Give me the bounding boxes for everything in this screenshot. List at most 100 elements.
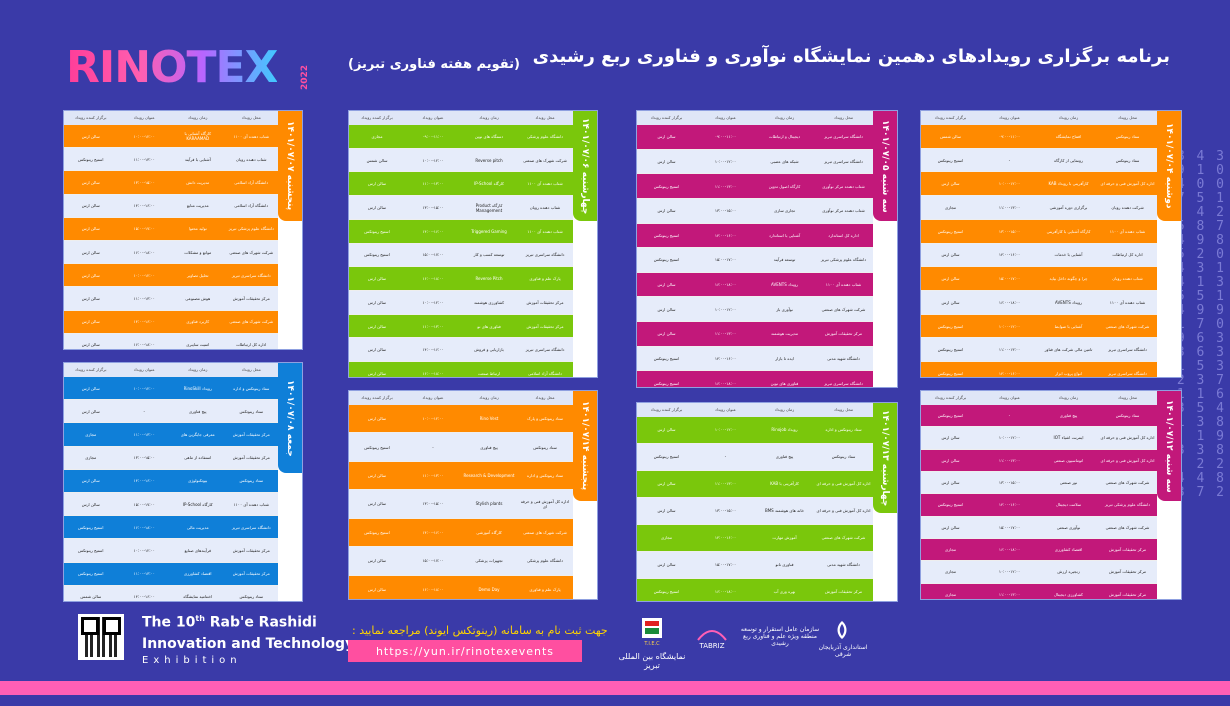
event-cell: ۱۰:۰۰-۱۲:۰۰ [998, 569, 1021, 575]
event-cell: شرکت شهرک های صنعتی [1105, 323, 1150, 329]
column-header: زمان رویداد [774, 115, 795, 120]
event-cell: مدیریت مالی [186, 524, 209, 530]
event-row: استیج رینوتکس ۱۴:۰۰-۱۶:۰۰ سلامت دیجیتال دان… [921, 494, 1157, 517]
event-cell: سالن ارس [367, 371, 387, 377]
day-tab: پنجشنبه ۱۴۰۱/۰۷/۱۴ [573, 391, 597, 501]
event-cell: سالن ارس [367, 299, 387, 305]
event-cell: فناوری نانو [775, 562, 794, 568]
event-cell: ۱۰:۰۰-۱۲:۰۰ [998, 323, 1021, 329]
event-row: استیج رینوتکس ۱۱:۰۰-۱۳:۰۰ کارگاه اصول تدوی… [637, 174, 873, 199]
tabriz-partner: سازمان عامل استقرار و توسعه منطقه ویژه ع… [740, 626, 820, 647]
event-cell: توسعه فرآیند [773, 257, 796, 263]
event-cell: مجازی [945, 591, 957, 597]
event-cell: ۱۰:۰۰-۱۲:۰۰ [133, 385, 155, 391]
event-cell: سالن ارس [81, 385, 100, 391]
event-cell: دانشگاه سراسری تبریز [525, 347, 565, 353]
event-cell: دانشگاه آزاد اسلامی [528, 371, 562, 377]
event-cell: کارگاه IP-School [474, 181, 504, 187]
event-cell: کارآفرینی با رویداد KAB [1048, 181, 1089, 187]
event-rows: سالن ارس ۱۰:۰۰-۱۲:۰۰ کارگاه آشنایی با KARA… [64, 125, 278, 349]
event-cell: تولید محتوا [188, 226, 207, 232]
event-cell: ۱۵:۰۰-۱۷:۰۰ [133, 226, 155, 232]
event-cell: شتاب دهنده آی ۱۱۰۰ [527, 228, 563, 234]
event-cell: سالن ارس [941, 480, 960, 486]
event-cell: امنیت سایبری [186, 342, 210, 348]
column-header: برگزار کننده رویداد [934, 115, 967, 120]
event-cell: مرکز تحقیقات آموزش [526, 299, 564, 305]
column-header: برگزار کننده رویداد [650, 407, 683, 412]
event-cell: دانشگاه علوم پزشکی [526, 133, 564, 139]
event-cell: سالن ارس [941, 276, 960, 282]
event-rows: استیج رینوتکس - پیچ فناوری ستاد رینوتکس سالن… [921, 405, 1157, 599]
event-cell: مرکز تحقیقات آموزش [824, 331, 863, 337]
event-cell: استیج رینوتکس [78, 524, 104, 530]
event-row: سالن ارس ۱۴:۰۰-۱۶:۰۰ بازاریابی و فروش دانشگ… [349, 338, 573, 363]
event-cell: اقتصاد کشاورزی [183, 571, 212, 577]
column-header: محل رویداد [241, 115, 261, 120]
event-cell: پیچ فناوری [775, 454, 794, 460]
event-row: سالن ارس ۱۶:۰۰-۱۸:۰۰ امنیت سایبری اداره کل … [64, 333, 278, 349]
event-cell: سالن ارس [367, 181, 387, 187]
event-cell: شتاب دهنده مرکز نوآوری [822, 183, 865, 189]
event-cell: سلامت دیجیتال [1055, 502, 1082, 508]
event-cell: ۱۴:۰۰-۱۶:۰۰ [714, 535, 737, 541]
exhibition-label: Exhibition [142, 655, 242, 666]
event-cell: سالن ارس [657, 134, 676, 140]
event-cell: سالن ارس [81, 133, 100, 139]
event-row: سالن ارس ۱۱:۰۰-۱۳:۰۰ مدیریت هوشمند مرکز تحق… [637, 322, 873, 347]
event-row: سالن ارس ۱۱:۰۰-۱۳:۰۰ کارگاه IP-School شتاب … [349, 172, 573, 197]
event-cell: ۱۵:۰۰-۱۷:۰۰ [714, 257, 737, 263]
day-tab: پنجشنبه ۱۴۰۱/۰۷/۰۷ [278, 111, 302, 221]
tiec-abbr: T.I.E.C [644, 641, 660, 647]
event-cell: سالن ارس [81, 501, 100, 507]
event-row: سالن ارس ۱۳:۰۰-۱۵:۰۰ مدیریت دانش دانشگاه آز… [64, 171, 278, 195]
column-header: زمان رویداد [479, 115, 499, 120]
column-header: برگزار کننده رویداد [650, 115, 683, 120]
event-cell: کارگاه IP-School [182, 501, 213, 507]
event-row: سالن ارس ۱۰:۰۰-۱۲:۰۰ نوآوری باز شرکت شهرک ه… [637, 297, 873, 322]
event-cell: رویداد AVENTS [771, 282, 798, 288]
event-cell: ۰۹:۰۰-۱۱:۰۰ [998, 133, 1021, 139]
page-subtitle: (تقویم هفته فناوری تبریز) [348, 57, 520, 72]
event-cell: - [724, 454, 727, 460]
event-row: استیج رینوتکس ۱۴:۰۰-۱۶:۰۰ آشنایی با استاند… [637, 223, 873, 249]
event-cell: استیج رینوتکس [937, 228, 964, 234]
day-tab: جمعه ۱۴۰۱/۰۷/۰۸ [278, 363, 302, 473]
day-tab: دوشنبه ۱۴۰۱/۰۷/۰۴ [1157, 111, 1181, 221]
event-cell: Demo Day [478, 586, 500, 592]
event-row: سالن ارس ۱۵:۰۰-۱۷:۰۰ تجهیزات پزشکی دانشگاه … [349, 547, 573, 576]
column-header: عنوان رویداد [133, 367, 155, 372]
event-cell: مدیریت هوشمند [770, 331, 799, 337]
event-row: مجازی ۱۶:۰۰-۱۸:۰۰ اقتصاد کشاورزی مرکز تحقیق… [921, 538, 1157, 562]
day-tab: چهارشنبه ۱۴۰۱/۰۷/۰۶ [573, 111, 597, 221]
card-header: برگزار کننده رویداد عنوان رویداد زمان روید… [64, 363, 278, 377]
event-cell: آموزش مهارت [772, 535, 797, 541]
day-card-wednesday-2: برگزار کننده رویداد عنوان رویداد زمان روید… [636, 402, 898, 602]
event-row: استیج رینوتکس - پیچ فناوری ستاد رینوتکس [349, 433, 573, 462]
event-cell: ۱۳:۰۰-۱۵:۰۰ [714, 508, 737, 514]
qr-code[interactable] [78, 614, 124, 660]
event-cell: ۱۶:۰۰-۱۸:۰۰ [133, 524, 155, 530]
event-cell: کارگاه آشنایی با کارآفرینی [1046, 228, 1091, 234]
event-cell: ۱۰:۰۰-۱۲:۰۰ [422, 416, 444, 422]
tabriz-logo [696, 622, 728, 642]
event-cell: استیج رینوتکس [937, 502, 964, 508]
event-cell: سالن ارس [367, 205, 387, 211]
register-link[interactable]: https://yun.ir/rinotexevents [348, 640, 582, 662]
event-cell: اداره کل آموزش فنی و حرفه ای [1100, 457, 1155, 463]
event-cell: سالن شمس [80, 594, 102, 600]
event-cell: ۱۰:۰۰-۱۲:۰۰ [714, 158, 737, 164]
event-cell: اداره کل ارتباطات [236, 342, 267, 348]
event-cell: سالن شمس [940, 133, 961, 139]
event-row: سالن ارس ۱۵:۰۰-۱۷:۰۰ نوآوری صنعتی شرکت شهرک… [921, 516, 1157, 539]
event-cell: پیچ فناوری [189, 408, 207, 414]
column-header: برگزار کننده رویداد [361, 115, 393, 120]
event-row: سالن ارس ۱۳:۰۰-۱۵:۰۰ تجاری سازی شتاب دهنده … [637, 198, 873, 224]
event-cell: سالن ارس [81, 179, 100, 185]
event-cell: شتاب دهنده آی ۱۱۰۰ [1109, 228, 1146, 234]
event-row: مجازی ۱۱:۰۰-۱۳:۰۰ کشاورزی دیجیتال مرکز تحقی… [921, 583, 1157, 599]
event-row: مجازی ۱۳:۰۰-۱۵:۰۰ استفاده از ماهی مرکز تحقی… [64, 446, 278, 470]
column-header: زمان رویداد [188, 367, 208, 372]
event-cell: ۱۳:۰۰-۱۵:۰۰ [714, 208, 737, 214]
event-cell: ۱۶:۰۰-۱۸:۰۰ [133, 249, 155, 255]
